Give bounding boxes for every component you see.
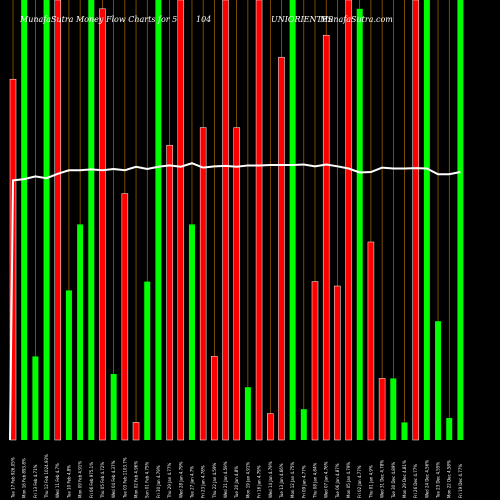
tick-label: Tue 23 Dec 4.55% <box>436 462 441 499</box>
tick-label: Mon 16 Feb 893.8% <box>22 458 27 498</box>
tick-label: Thu 08 Jan 4.84% <box>313 463 318 499</box>
bar <box>356 8 363 441</box>
tick-label: Tue 20 Jan 4.8% <box>234 466 239 499</box>
bar <box>367 241 375 441</box>
tick-label: Tue 13 Jan 4.66% <box>279 463 284 499</box>
tick-label: Mon 19 Jan 4.91% <box>245 462 250 498</box>
tick-label: Wed 11 Feb 4.7% <box>55 463 60 498</box>
tick-label: Thu 12 Feb 1024.93% <box>44 454 49 499</box>
tick-label: Tue 03 Feb 1103.7% <box>122 457 127 499</box>
bar <box>77 224 84 440</box>
bar <box>43 0 50 440</box>
bar <box>255 0 263 441</box>
bar <box>378 378 386 441</box>
tick-label: Fri 09 Jan 4.77% <box>301 465 306 498</box>
tick-label: Thu 05 Feb 4.72% <box>100 462 105 499</box>
tick-label: Thu 01 Jan 4.9% <box>368 465 373 499</box>
bar <box>267 413 274 441</box>
bar <box>99 8 106 441</box>
bar <box>345 0 352 441</box>
x-tick-labels: Tue 17 Feb 926.05% Mon 16 Feb 893.8% Fri 1… <box>11 454 463 499</box>
bar <box>21 0 28 440</box>
tick-label: Mon 09 Feb 4.91% <box>78 461 83 498</box>
bar <box>423 0 430 440</box>
tick-label: Mon 29 Dec 4.81% <box>402 460 407 498</box>
bar <box>177 0 185 441</box>
bar <box>132 422 140 441</box>
tick-label: Thu 29 Jan 4.77% <box>167 463 172 499</box>
tick-label: Tue 17 Feb 926.05% <box>11 457 16 499</box>
bars <box>9 0 464 441</box>
tick-label: Mon 02 Feb 4.96% <box>134 461 139 498</box>
bar <box>121 193 129 441</box>
bar <box>211 356 218 441</box>
tick-label: Wed 14 Jan 4.79% <box>268 461 273 498</box>
bar <box>155 0 162 440</box>
bar <box>322 34 330 441</box>
tick-label: Wed 28 Jan 4.79% <box>178 461 183 498</box>
title-company: UNIORIENTES <box>271 15 334 24</box>
tick-label: Wed 04 Feb 4.37% <box>111 460 116 498</box>
bar <box>54 0 61 441</box>
bar <box>457 0 464 440</box>
tick-label: Sun 01 Feb 4.75% <box>145 461 150 498</box>
bar <box>166 144 173 441</box>
bar <box>311 281 319 441</box>
bar <box>390 378 397 440</box>
money-flow-line <box>9 162 461 441</box>
bar <box>32 356 39 440</box>
tick-label: Wed 21 Jan 4.59% <box>223 461 228 498</box>
tick-label: Wed 31 Dec 4.78% <box>380 460 385 498</box>
title-left: MunafaSutra Money Flow Charts for 5 <box>19 15 177 24</box>
tick-label: Wed 07 Jan 4.76% <box>324 461 329 498</box>
tick-label: Tue 10 Feb 4.8% <box>66 465 71 499</box>
bar <box>446 418 453 440</box>
tick-label: Wed 24 Dec 4.56% <box>424 460 429 498</box>
bar <box>435 321 442 440</box>
bar <box>144 281 151 440</box>
bar <box>188 224 195 440</box>
tick-label: Fri 23 Jan 4.78% <box>201 465 206 498</box>
bar <box>233 127 240 441</box>
tick-label: Mon 05 Jan 4.79% <box>346 462 351 498</box>
bar <box>88 0 95 440</box>
tick-label: Fri 02 Jan 4.77% <box>357 465 362 498</box>
bar <box>401 422 408 440</box>
bar <box>65 290 72 440</box>
tick-label: Tue 27 Jan 4.7% <box>189 466 194 499</box>
tick-label: Tue 06 Jan 4.87% <box>335 463 340 499</box>
tick-label: Fri 16 Jan 4.79% <box>257 465 262 498</box>
title-right: MunafaSutra.com <box>319 15 393 24</box>
bar <box>222 0 229 441</box>
bar <box>244 387 251 440</box>
bar <box>278 56 285 441</box>
bar <box>334 285 341 441</box>
tick-label: Fri 19 Dec 4.77% <box>458 464 463 498</box>
bar <box>412 0 419 441</box>
bar <box>110 374 117 440</box>
tick-label: Fri 30 Jan 4.79% <box>156 465 161 498</box>
bar <box>300 409 307 440</box>
tick-label: Mon 22 Dec 4.58% <box>447 460 452 498</box>
bar <box>199 127 207 441</box>
tick-label: Mon 12 Jan 4.75% <box>290 462 295 498</box>
tick-label: Fri 06 Feb 975.1% <box>89 462 94 498</box>
tick-label: Tue 30 Dec 4.89% <box>391 462 396 499</box>
bar <box>289 0 296 440</box>
tick-label: Fri 26 Dec 4.77% <box>413 464 418 498</box>
tick-label: Fri 13 Feb 4.71% <box>33 464 38 498</box>
tick-label: Thu 22 Jan 4.59% <box>212 463 217 499</box>
title-code: 104 <box>196 15 211 24</box>
